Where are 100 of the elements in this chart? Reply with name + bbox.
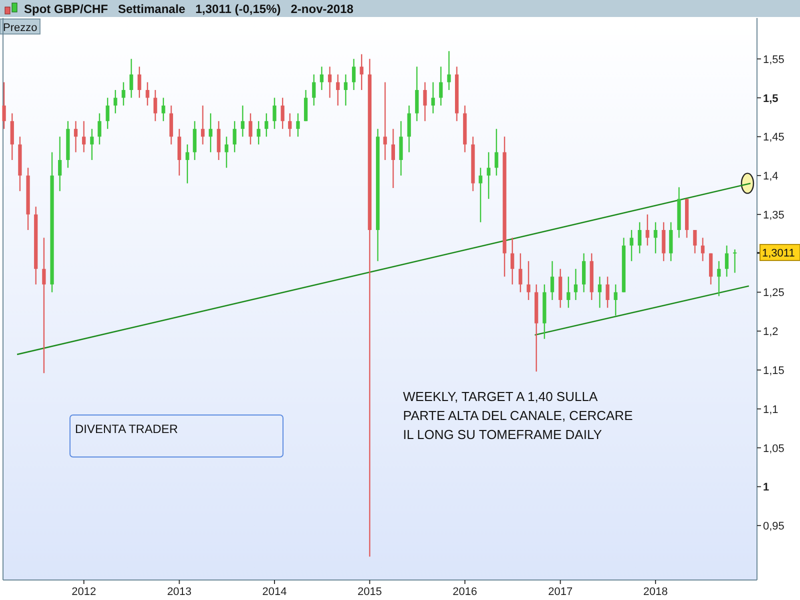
candlestick [399, 120, 403, 176]
candlestick [74, 120, 78, 153]
candlestick [10, 112, 14, 161]
candlestick [654, 222, 658, 254]
candlestick [177, 128, 182, 176]
candlestick [606, 276, 610, 308]
candlestick [566, 276, 570, 308]
candlestick [106, 97, 110, 130]
candlestick [510, 237, 514, 286]
candlestick [478, 167, 482, 223]
candlestick [582, 252, 586, 293]
candlestick [630, 229, 634, 262]
candlestick [486, 152, 490, 200]
annotation: DIVENTA TRADER [75, 422, 178, 436]
x-tick-label: 2017 [548, 586, 573, 598]
candlestick [717, 260, 721, 297]
candlestick [153, 89, 158, 122]
annotation: 1,3011 [762, 247, 795, 260]
candlestick [558, 268, 562, 308]
candlestick [700, 237, 705, 262]
y-tick-label: 1,45 [763, 132, 784, 144]
candlestick [526, 260, 530, 301]
candlestick [431, 82, 435, 114]
candlestick [138, 66, 142, 98]
candlestick [224, 136, 228, 168]
candlestick [709, 252, 713, 286]
candlestick [232, 120, 236, 153]
candlestick [733, 248, 737, 274]
candlestick [186, 144, 190, 184]
x-tick-label: 2016 [452, 586, 478, 598]
y-tick-label: 1 [763, 482, 770, 494]
y-tick-label: 1,15 [763, 365, 784, 377]
candlestick [550, 260, 554, 301]
candlestick [439, 66, 443, 106]
candlestick [216, 120, 221, 161]
candlestick [169, 104, 174, 146]
y-tick-label: 1,35 [763, 209, 784, 222]
y-tick-label: 1,2 [763, 326, 778, 338]
candlestick [614, 284, 618, 316]
candlestick [264, 112, 268, 138]
candlestick [407, 104, 411, 153]
candlestick [98, 112, 102, 146]
candlestick [598, 276, 602, 308]
candlestick [122, 82, 126, 106]
candlestick [447, 50, 451, 91]
candlestick [288, 112, 292, 138]
x-tick-label: 2012 [72, 586, 96, 598]
candlestick [192, 120, 197, 161]
candlestick [574, 268, 578, 301]
candlestick [494, 128, 498, 176]
candlestick [518, 252, 522, 293]
candlestick [638, 222, 642, 254]
candlestick [240, 104, 245, 138]
y-tick-label: 1,4 [763, 170, 778, 183]
y-tick-label: 0,95 [763, 520, 784, 533]
candlestick [320, 66, 324, 91]
candlestick [162, 97, 166, 122]
y-tick-label: 1,1 [763, 404, 778, 416]
candlestick [415, 66, 419, 122]
candlestick [130, 58, 134, 98]
y-tick-label: 1,05 [763, 442, 784, 455]
annotation: WEEKLY, TARGET A 1,40 SULLA PARTE ALTA DEL CANALE, CERCARE IL LONG SU TOMEFRAME DAILY [403, 389, 634, 442]
candlestick [208, 112, 212, 153]
x-tick-label: 2015 [357, 586, 382, 598]
candlestick [662, 222, 666, 262]
candlestick [344, 74, 348, 106]
y-tick-label: 1,5 [763, 92, 778, 105]
candlestick [146, 82, 150, 106]
candlestick [352, 58, 356, 91]
y-tick-label: 1,25 [763, 287, 784, 300]
candlestick [423, 82, 427, 122]
candlestick [42, 237, 46, 374]
candlestick [200, 104, 205, 146]
candlestick [82, 120, 86, 153]
x-tick-label: 2014 [262, 586, 287, 598]
candlestick [669, 222, 673, 262]
candlestick [248, 112, 252, 146]
candlestick [312, 74, 316, 106]
candlestick [58, 136, 62, 192]
candlestick [296, 112, 300, 138]
candlestick [280, 97, 284, 130]
candlestick [90, 128, 94, 161]
candlestick [391, 128, 395, 189]
candlestick [304, 89, 308, 122]
candlestick [114, 89, 118, 114]
candlestick [693, 229, 697, 254]
candlestick [2, 82, 6, 130]
x-tick-label: 2018 [643, 586, 668, 598]
y-tick-label: 1,55 [763, 54, 784, 66]
chart-title: Spot GBP/CHF Settimanale 1,3011 (-0,15%) 2-nov-2018 [24, 2, 354, 16]
candlestick [272, 97, 276, 130]
candlestick [724, 244, 729, 278]
candlestick [328, 66, 332, 98]
x-tick-label: 2013 [167, 586, 192, 598]
candlestick [646, 214, 650, 246]
candlestick [256, 120, 260, 146]
candlestick [336, 74, 340, 106]
candlestick [360, 54, 364, 91]
candlestick [383, 82, 387, 161]
y-axis-title: Prezzo [3, 22, 38, 34]
